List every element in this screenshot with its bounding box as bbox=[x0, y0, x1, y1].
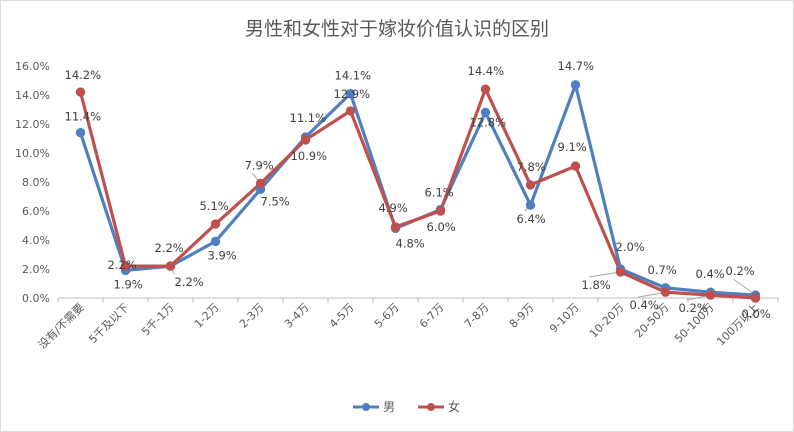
x-tick-label: 9-10万 bbox=[547, 301, 582, 336]
data-label: 7.8% bbox=[517, 160, 546, 174]
data-point bbox=[480, 107, 491, 118]
data-point bbox=[705, 290, 716, 300]
x-tick-label: 5千-1万 bbox=[139, 301, 176, 338]
x-tick-label: 5-6万 bbox=[372, 301, 402, 331]
data-point bbox=[525, 180, 536, 190]
data-point bbox=[300, 135, 311, 145]
y-tick-label: 10.0% bbox=[15, 147, 50, 160]
label-leader-line bbox=[637, 291, 666, 298]
data-label: 10.9% bbox=[291, 149, 328, 163]
y-tick-label: 2.0% bbox=[22, 263, 50, 276]
data-label: 11.1% bbox=[290, 111, 327, 125]
data-label: 6.4% bbox=[517, 212, 546, 226]
data-label: 14.1% bbox=[335, 69, 372, 83]
data-label: 7.5% bbox=[261, 194, 290, 208]
data-label: 2.2% bbox=[155, 241, 184, 255]
series-line-1 bbox=[78, 87, 758, 300]
data-label: 0.2% bbox=[679, 301, 708, 315]
data-label: 12.9% bbox=[334, 87, 371, 101]
legend-label: 男 bbox=[383, 400, 395, 414]
data-label: 0.2% bbox=[726, 264, 755, 278]
data-label: 11.4% bbox=[65, 110, 102, 124]
data-point bbox=[345, 88, 356, 99]
data-point bbox=[120, 261, 131, 271]
data-point bbox=[525, 200, 536, 210]
data-label: 2.0% bbox=[616, 240, 645, 254]
data-point bbox=[210, 219, 221, 229]
data-point bbox=[210, 236, 221, 247]
data-label: 12.8% bbox=[470, 115, 507, 129]
data-label: 0.4% bbox=[696, 267, 725, 281]
data-point bbox=[390, 222, 401, 232]
y-tick-label: 12.0% bbox=[15, 118, 50, 131]
data-label: 9.1% bbox=[558, 140, 587, 154]
data-label: 2.2% bbox=[175, 275, 204, 289]
data-label: 3.9% bbox=[208, 248, 237, 262]
data-point bbox=[435, 206, 446, 216]
data-label: 1.8% bbox=[582, 278, 611, 292]
y-tick-label: 8.0% bbox=[22, 176, 50, 189]
x-tick-label: 8-9万 bbox=[507, 301, 537, 331]
x-tick-label: 7-8万 bbox=[462, 301, 492, 331]
data-label: 6.0% bbox=[427, 220, 456, 234]
data-label: 1.9% bbox=[114, 277, 143, 291]
data-point bbox=[660, 287, 671, 297]
data-point bbox=[615, 267, 626, 277]
legend-label: 女 bbox=[448, 399, 460, 414]
legend: 男女 bbox=[353, 399, 460, 414]
x-tick-label: 4-5万 bbox=[327, 301, 357, 331]
x-tick-label: 1-2万 bbox=[192, 301, 222, 331]
x-tick-label: 没有/不需要 bbox=[35, 300, 86, 351]
data-label: 4.9% bbox=[379, 201, 408, 215]
series-lines bbox=[78, 83, 758, 300]
x-tick-label: 3-4万 bbox=[282, 301, 312, 331]
legend-marker-0 bbox=[362, 403, 370, 411]
data-label: 0.4% bbox=[630, 298, 659, 312]
y-tick-label: 14.0% bbox=[15, 89, 50, 102]
x-tick-label: 10-20万 bbox=[587, 301, 627, 341]
x-tick-label: 5千及以下 bbox=[86, 301, 131, 346]
data-point bbox=[570, 161, 581, 171]
data-label: 7.9% bbox=[245, 158, 274, 172]
chart-title: 男性和女性对于嫁妆价值认识的区别 bbox=[244, 18, 549, 40]
data-point bbox=[255, 178, 266, 189]
x-tick-label: 6-7万 bbox=[417, 301, 447, 331]
data-label: 4.8% bbox=[396, 236, 425, 250]
x-tick-label: 2-3万 bbox=[237, 301, 267, 331]
data-label: 14.2% bbox=[65, 68, 102, 82]
data-point bbox=[75, 87, 86, 97]
data-point bbox=[480, 84, 491, 94]
series-markers bbox=[75, 80, 761, 303]
data-point bbox=[75, 128, 86, 138]
data-point bbox=[165, 261, 176, 271]
y-tick-label: 0.0% bbox=[22, 292, 50, 305]
data-label: 2.2% bbox=[108, 258, 137, 272]
y-tick-label: 6.0% bbox=[22, 205, 50, 218]
data-label: 0.0% bbox=[742, 307, 771, 321]
y-tick-label: 16.0% bbox=[15, 60, 50, 73]
label-leader-line bbox=[589, 271, 621, 278]
legend-marker-1 bbox=[427, 403, 435, 411]
y-tick-label: 4.0% bbox=[22, 234, 50, 247]
data-label: 5.1% bbox=[200, 199, 229, 213]
data-point bbox=[345, 106, 356, 116]
data-point bbox=[570, 80, 581, 90]
data-label: 6.1% bbox=[425, 186, 454, 200]
data-labels: 11.4% 1.9% 2.2% 3.9% 7.5% 11.1% 14.1% 4.8% 6.1% 1… bbox=[65, 59, 771, 321]
data-point bbox=[750, 293, 761, 303]
data-label: 0.7% bbox=[648, 263, 677, 277]
data-label: 14.4% bbox=[468, 64, 505, 78]
data-label: 14.7% bbox=[558, 59, 595, 73]
